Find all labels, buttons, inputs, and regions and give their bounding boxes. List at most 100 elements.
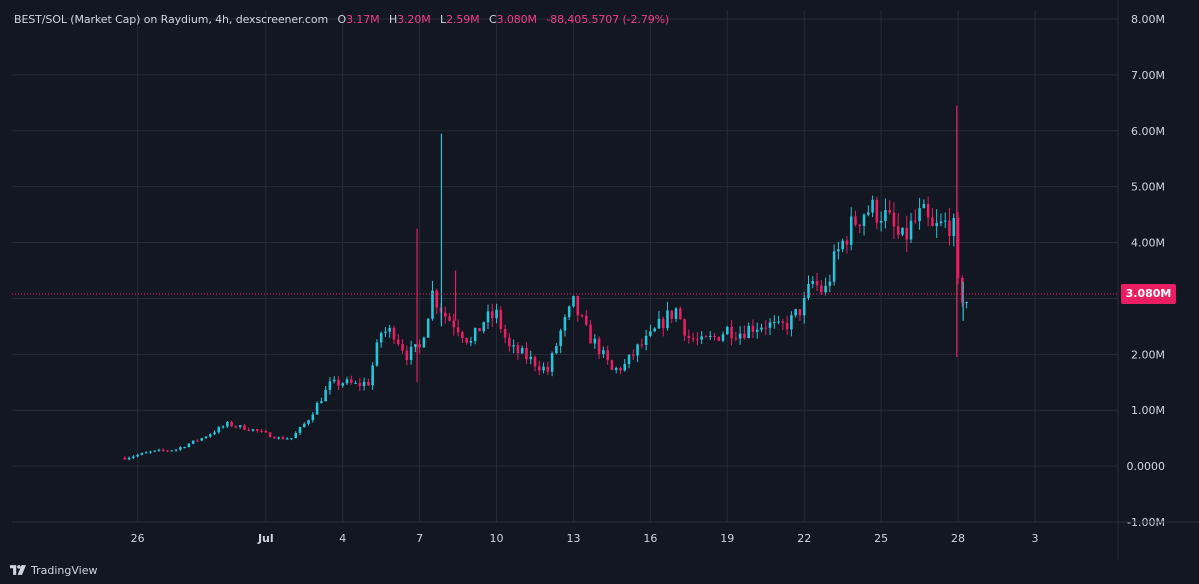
candle-body [204,436,208,439]
candlestick-chart[interactable]: 8.00M7.00M6.00M5.00M4.00M3.00M2.00M1.00M… [0,0,1199,560]
candle-body [191,440,195,444]
candle-body [200,438,204,441]
candle-body [478,327,481,332]
candle-body [315,403,319,415]
candle-body [448,316,451,321]
candle-body [371,365,374,386]
candle-body [567,306,571,318]
candle-body [781,321,785,323]
candle-body [922,203,926,209]
candle-body [580,315,584,317]
time-tick-label: 28 [951,532,965,545]
candle-body [939,221,943,224]
candle-body [362,381,366,386]
candle-body [828,281,832,286]
candle-body [123,457,127,460]
candle-body [777,321,780,323]
time-tick-label: 4 [339,532,346,545]
candle-body [563,317,567,331]
candle-body [858,224,862,226]
candle-body [418,344,421,348]
candle-body [452,320,456,328]
candle-body [136,454,139,457]
change-value: -88,405.5707 (-2.79%) [546,13,670,26]
candle-body [726,326,729,335]
candle-body [213,432,216,435]
time-tick-label: 10 [490,532,504,545]
candle-body [670,310,674,319]
time-tick-label: 16 [643,532,657,545]
candle-body [508,337,511,347]
footer-bar [0,560,1199,584]
candle-body [495,309,498,319]
candle-body [149,451,152,453]
candle-body [345,379,349,384]
candle-body [217,427,221,433]
candle-body [422,337,426,348]
candle-body [798,309,802,316]
candle-body [226,421,229,427]
candle-body [358,382,362,386]
candle-body [755,329,759,332]
candle-body [247,429,251,431]
price-tick-label: 5.00M [1131,181,1165,194]
candle-body [862,214,866,226]
candle-body [542,366,545,371]
candle-body [559,330,562,346]
candle-body [486,311,490,323]
candle-body [401,343,404,351]
candle-body [337,379,340,386]
candle-body [157,449,161,451]
candle-body [572,295,575,307]
candle-body [174,449,178,451]
candle-body [392,327,396,340]
time-tick-label: 25 [874,532,888,545]
tradingview-label: TradingView [31,563,98,577]
candle-body [871,199,874,213]
open-value: 3.17M [346,13,380,26]
candle-body [469,340,473,343]
candle-body [738,333,742,339]
candle-body [281,437,285,440]
time-axis[interactable]: 26 Jul 4 7 10 13 16 19 22 25 28 3 [131,532,1039,545]
tradingview-icon [10,565,26,575]
candle-body [717,336,721,341]
last-price-tag: 3.080M [1121,283,1176,304]
candle-body [713,335,716,337]
candle-body [760,327,763,330]
candle-body [914,220,917,222]
candle-body [499,309,503,329]
candle-body [183,447,186,449]
symbol-label[interactable]: BEST/SOL (Market Cap) on Raydium, 4h, de… [14,13,329,26]
time-tick-label: 7 [416,532,423,545]
candle-body [845,240,849,245]
candle-body [512,345,515,347]
price-tick-label: 8.00M [1131,13,1165,26]
candle-body [909,220,913,240]
candle-body [264,431,268,433]
candle-body [414,344,417,347]
chart-grid [12,10,1118,523]
candle-body [610,360,614,370]
tradingview-logo[interactable]: TradingView [10,562,97,578]
candle-body [260,430,263,432]
candle-body [888,210,891,213]
candle-body [153,450,157,452]
candle-body [918,208,921,222]
candle-body [324,389,327,402]
candle-body [961,277,964,303]
candle-body [187,443,191,448]
candle-body [935,223,938,226]
candle-body [144,452,148,454]
candle-body [465,338,468,343]
candle-body [196,440,199,442]
candle-body [426,318,430,338]
candle-body [653,328,656,332]
candle-body [268,432,272,438]
candle-body [585,315,588,325]
candle-body [708,335,712,337]
candle-body [905,227,909,240]
candle-body [811,281,815,284]
candle-body [931,217,934,226]
candle-body [221,426,225,428]
